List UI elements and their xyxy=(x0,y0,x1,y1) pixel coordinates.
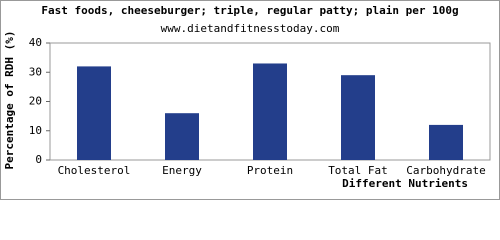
y-tick-label: 10 xyxy=(29,124,42,137)
bar xyxy=(165,113,199,160)
x-tick-label: Cholesterol xyxy=(58,164,131,177)
y-tick-label: 20 xyxy=(29,95,42,108)
bar xyxy=(77,66,111,160)
y-axis-label: Percentage of RDH (%) xyxy=(3,30,16,169)
chart-title: Fast foods, cheeseburger; triple, regula… xyxy=(41,4,458,17)
x-tick-label: Carbohydrate xyxy=(406,164,485,177)
chart-subtitle: www.dietandfitnesstoday.com xyxy=(161,22,340,35)
y-tick-label: 30 xyxy=(29,65,42,78)
chart: Fast foods, cheeseburger; triple, regula… xyxy=(0,0,500,200)
y-tick-label: 0 xyxy=(35,153,42,166)
x-axis-label: Different Nutrients xyxy=(342,177,468,190)
bar xyxy=(341,75,375,160)
x-tick-label: Protein xyxy=(247,164,293,177)
bar xyxy=(429,124,463,160)
x-tick-label: Energy xyxy=(162,164,202,177)
bar xyxy=(253,63,287,160)
x-tick-label: Total Fat xyxy=(328,164,388,177)
y-tick-label: 40 xyxy=(29,36,42,49)
